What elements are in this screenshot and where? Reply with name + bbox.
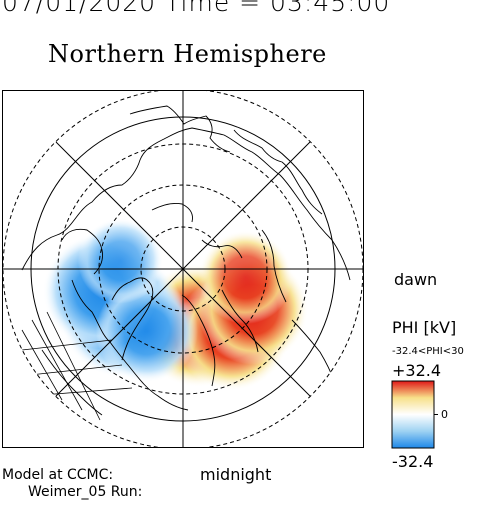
meridian-lines [3,90,363,448]
dawn-label: dawn [394,270,438,289]
polar-map [2,90,364,448]
legend-zero-label: 0 [441,408,448,421]
model-label: Model at CCMC: [2,467,114,483]
legend-title: PHI [kV] [392,318,457,337]
midnight-label: midnight [200,465,272,484]
potential-cell [77,218,164,304]
legend-min-label: -32.4 [392,452,434,471]
hemisphere-title: Northern Hemisphere [48,40,327,68]
legend-range: -32.4<PHI<30 [392,346,464,357]
run-label: Weimer_05 Run: [28,484,143,500]
legend-max-label: +32.4 [392,361,442,380]
colorbar-fill [391,380,435,449]
coastlines [21,105,351,416]
potential-cell [198,230,293,325]
datetime-title: 07/01/2020 Time = 03:45:00 [2,0,391,17]
colorbar [391,380,438,449]
potential-cells [43,218,309,391]
magnetic-grid [21,311,133,421]
